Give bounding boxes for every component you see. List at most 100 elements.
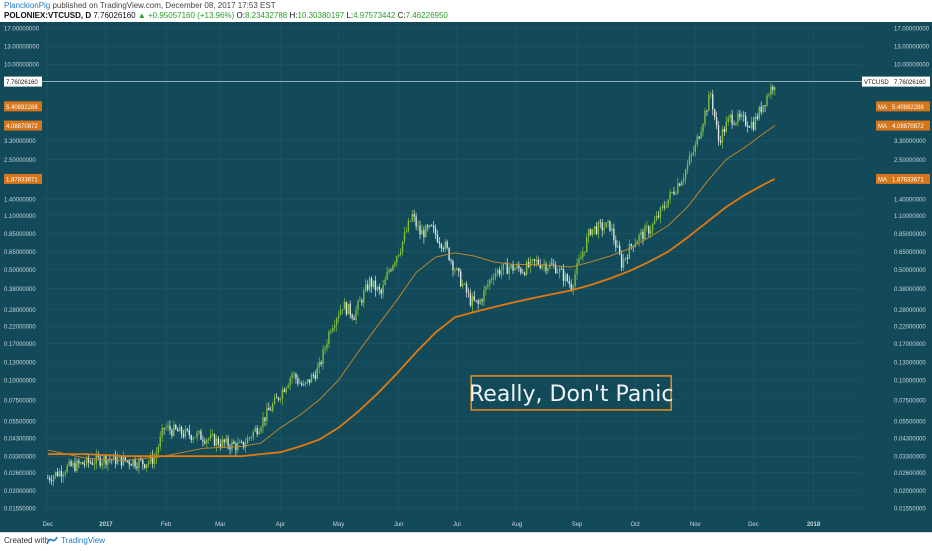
ma-value-right: 5.40892288 (892, 105, 924, 111)
candle-body (145, 464, 148, 469)
y-tick-label-right: 0.07500000 (894, 398, 926, 404)
candle-body (646, 226, 648, 228)
candle-body (649, 230, 652, 234)
candle-body (607, 220, 609, 223)
low-value: 4.97573442 (353, 11, 396, 20)
candle-body (430, 225, 433, 226)
candle-body (163, 428, 165, 429)
candle-body (661, 205, 664, 208)
ma-tag-right (876, 173, 930, 184)
candle-body (461, 283, 464, 287)
candle-body (89, 462, 92, 464)
candle-body (475, 300, 477, 302)
candle-body (52, 475, 55, 482)
candle-body (82, 462, 84, 465)
candle-body (246, 438, 249, 444)
candle-body (334, 325, 336, 328)
candle-body (427, 225, 429, 228)
symbol-label[interactable]: POLONIEX:VTCUSD, D (4, 11, 92, 20)
x-tick-label: Jul (453, 522, 461, 528)
y-tick-label-left: 3.30000000 (4, 139, 36, 145)
author-link[interactable]: PlanckionPig (4, 1, 51, 10)
candle-body (479, 299, 481, 304)
x-tick-label: Apr (276, 522, 285, 528)
candle-body (450, 260, 452, 261)
candle-body (347, 303, 349, 315)
candle-body (570, 283, 572, 290)
candle-body (500, 270, 503, 275)
candle-body (469, 293, 472, 306)
candle-body (140, 459, 142, 460)
candle-body (95, 454, 97, 464)
candle-body (97, 454, 99, 458)
y-tick-label-right: 0.22000000 (894, 325, 926, 331)
y-tick-label-left: 13.00000000 (4, 45, 40, 51)
candle-body (710, 94, 712, 95)
candle-body (558, 268, 561, 273)
candle-body (351, 314, 353, 318)
candle-body (529, 259, 532, 267)
price-chart[interactable]: 0.01550000 0.01550000 0.02000000 0.02000000… (0, 22, 932, 532)
candle-body (72, 462, 74, 466)
y-tick-label-left: 0.02600000 (4, 471, 36, 477)
y-tick-label-right: 0.02600000 (894, 471, 926, 477)
y-tick-label-left: 0.22000000 (4, 325, 36, 331)
candle-body (277, 397, 280, 400)
candle-body (198, 431, 200, 433)
candle-body (161, 428, 163, 437)
candle-body (752, 121, 755, 130)
candle-body (471, 296, 474, 306)
candle-body (332, 327, 334, 332)
candle-body (223, 439, 225, 443)
candle-body (584, 251, 586, 253)
candle-body (442, 248, 444, 250)
candle-body (520, 268, 522, 273)
candle-body (491, 279, 493, 280)
candle-body (301, 383, 303, 386)
candle-body (147, 461, 150, 465)
candle-body (748, 127, 751, 128)
tradingview-logo-icon (46, 536, 58, 545)
candle-body (378, 286, 381, 290)
candle-body (640, 231, 642, 235)
y-tick-label-left: 0.17000000 (4, 342, 36, 348)
candle-body (735, 122, 737, 125)
annotation-box[interactable] (470, 375, 673, 411)
open-value: 8.23432788 (244, 11, 288, 20)
candle-body (473, 296, 475, 301)
candle-body (366, 284, 369, 290)
y-tick-label-left: 0.38000000 (4, 287, 36, 293)
candle-body (188, 430, 191, 436)
candle-body (477, 300, 479, 304)
ma-value-left: 1.87833671 (6, 177, 38, 183)
candle-body (498, 269, 501, 275)
candle-body (303, 383, 305, 386)
candle-body (733, 124, 735, 126)
candle-body (746, 125, 749, 128)
candle-body (171, 430, 173, 436)
candle-body (438, 241, 441, 244)
candle-body (772, 86, 774, 90)
candle-body (444, 241, 446, 250)
candle-body (260, 427, 262, 432)
candle-body (322, 348, 324, 365)
candle-body (87, 457, 90, 463)
candle-body (58, 470, 61, 477)
candle-body (551, 263, 553, 265)
candle-body (130, 464, 132, 466)
candle-body (651, 224, 654, 231)
candle-body (419, 225, 421, 235)
candle-body (182, 434, 185, 437)
candle-body (310, 374, 313, 383)
candle-body (622, 259, 625, 268)
candle-body (337, 315, 340, 319)
ma-value-right: 4.08870872 (892, 124, 924, 130)
candle-body (603, 227, 605, 231)
candle-body (562, 269, 565, 282)
y-tick-label-right: 0.03300000 (894, 455, 926, 461)
tradingview-brand[interactable]: TradingView (61, 536, 106, 545)
candle-body (62, 474, 65, 477)
ma-tag-left (4, 101, 42, 112)
candle-body (314, 375, 317, 379)
candle-body (330, 331, 332, 333)
